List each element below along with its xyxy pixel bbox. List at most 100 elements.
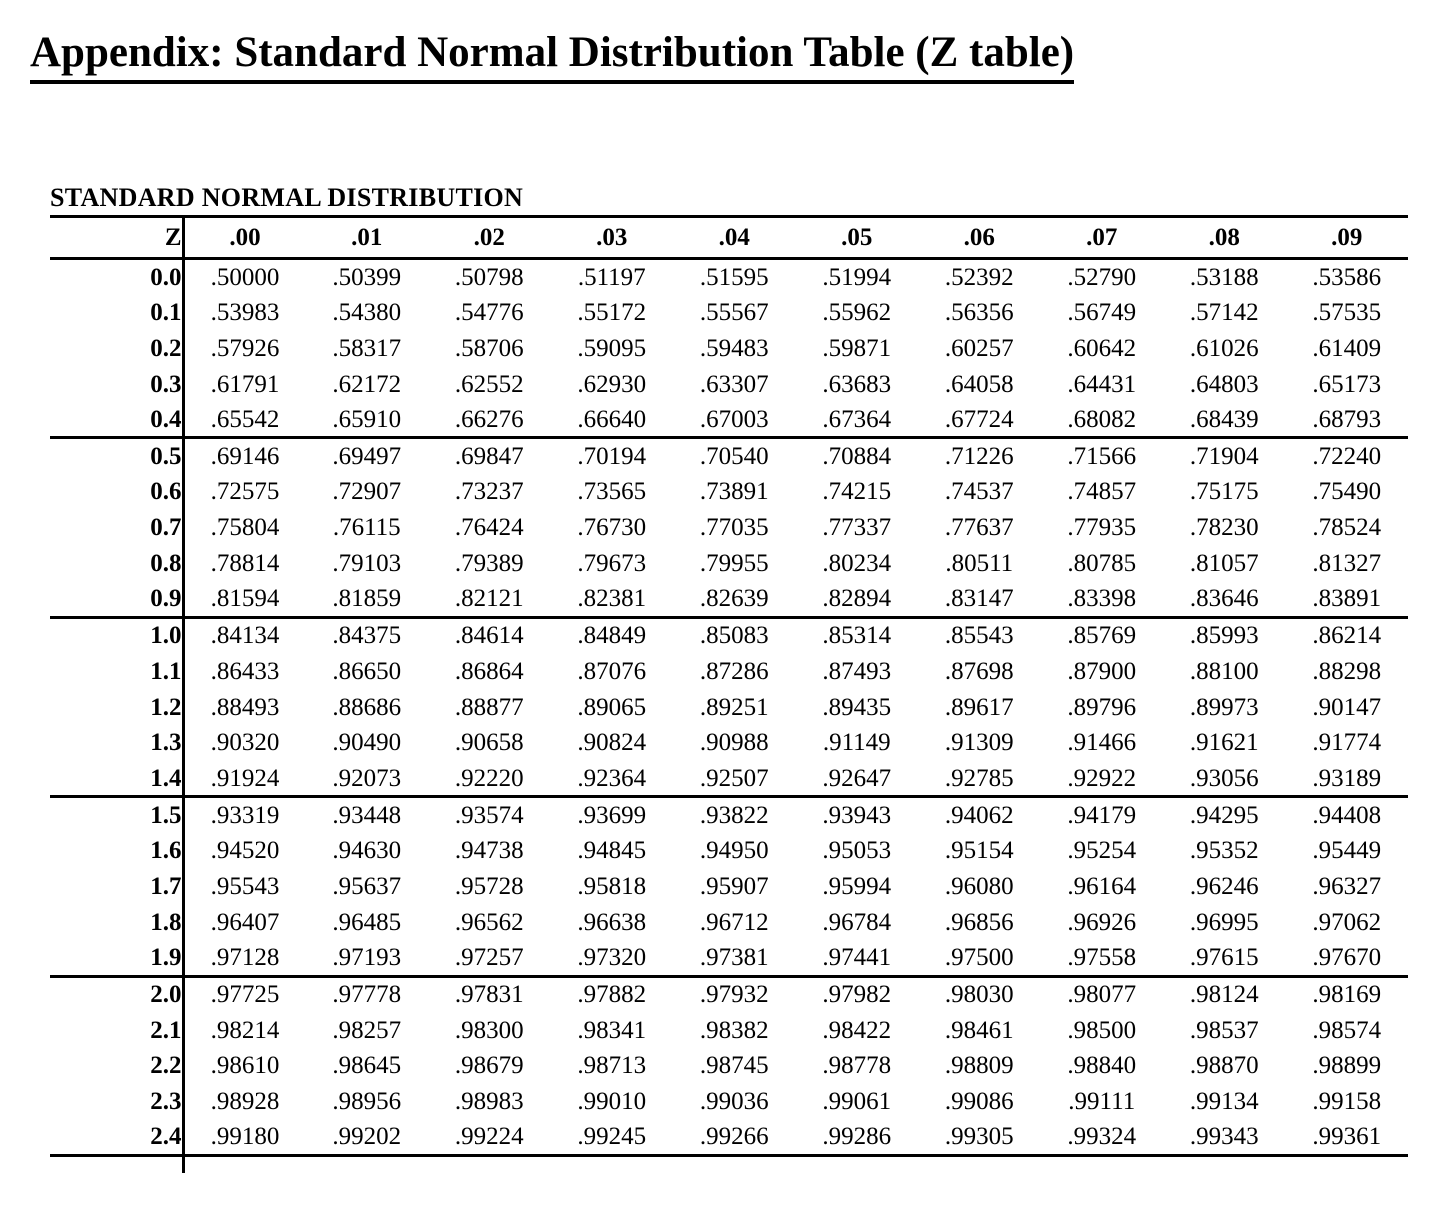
- probability-cell: .77035: [699, 514, 769, 542]
- probability-cell: .54380: [332, 298, 402, 326]
- probability-cell: .85314: [822, 622, 892, 650]
- z-value: 1.8: [50, 904, 185, 941]
- page-title-text: Appendix: Standard Normal Distribution T…: [30, 29, 1075, 84]
- probability-cell: .79389: [454, 549, 524, 577]
- probability-cell: .98778: [822, 1052, 892, 1080]
- probability-cell: .97882: [577, 981, 647, 1009]
- probability-cell: .59095: [577, 334, 647, 362]
- probability-cell: .51595: [699, 263, 769, 291]
- z-value: 2.2: [50, 1047, 185, 1084]
- probability-cell: .67003: [699, 405, 769, 433]
- probability-cell: .56749: [1067, 298, 1137, 326]
- probability-cell: .98713: [577, 1052, 647, 1080]
- table-row: 1.3 .90320 .90490 .90658 .90824 .90988 .91149.…: [50, 724, 1408, 761]
- z-value: 2.3: [50, 1083, 185, 1120]
- probability-cell: .57142: [1189, 298, 1259, 326]
- z-value: 0.8: [50, 545, 185, 582]
- probability-cell: .98537: [1189, 1016, 1259, 1044]
- probability-cell: .92364: [577, 764, 647, 792]
- probability-cell: .55962: [822, 298, 892, 326]
- probability-cell: .98610: [210, 1052, 280, 1080]
- probability-cell: .98679: [454, 1052, 524, 1080]
- probability-cell: .99180: [210, 1123, 280, 1151]
- probability-cell: .96164: [1067, 872, 1137, 900]
- probability-cell: .80234: [822, 549, 892, 577]
- table-row: 1.1 .86433 .86650 .86864 .87076 .87286 .87493.…: [50, 653, 1408, 690]
- probability-cell: .78524: [1312, 514, 1382, 542]
- probability-cell: .99010: [577, 1088, 647, 1116]
- probability-cell: .57535: [1312, 298, 1382, 326]
- probability-cell: .88298: [1312, 657, 1382, 685]
- probability-cell: .65910: [332, 405, 402, 433]
- probability-cell: .74537: [944, 478, 1014, 506]
- probability-cell: .90320: [210, 729, 280, 757]
- probability-cell: .97778: [332, 981, 402, 1009]
- probability-cell: .99245: [577, 1123, 647, 1151]
- probability-cell: .63307: [699, 370, 769, 398]
- table-row: 2.1 .98214 .98257 .98300 .98341 .98382 .98422.…: [50, 1012, 1408, 1048]
- probability-cell: .83891: [1312, 585, 1382, 613]
- probability-cell: .95994: [822, 872, 892, 900]
- table-row: 2.3 .98928 .98956 .98983 .99010 .99036 .99061.…: [50, 1083, 1408, 1120]
- probability-cell: .99111: [1068, 1088, 1136, 1116]
- column-header: .02: [473, 223, 505, 251]
- probability-cell: .98077: [1067, 981, 1137, 1009]
- page-title: Appendix: Standard Normal Distribution T…: [0, 0, 1443, 84]
- table-row: 1.6 .94520 .94630 .94738 .94845 .94950 .95053.…: [50, 832, 1408, 869]
- probability-cell: .90824: [577, 729, 647, 757]
- probability-cell: .88100: [1189, 657, 1259, 685]
- table-row: 1.8 .96407 .96485 .96562 .96638 .96712 .96784.…: [50, 904, 1408, 941]
- probability-cell: .87900: [1067, 657, 1137, 685]
- column-header: .07: [1086, 223, 1118, 251]
- probability-cell: .58317: [332, 334, 402, 362]
- probability-cell: .67724: [944, 405, 1014, 433]
- probability-cell: .59871: [822, 334, 892, 362]
- table-row: 1.0 .84134 .84375 .84614 .84849 .85083 .85314.…: [50, 617, 1408, 654]
- probability-cell: .57926: [210, 334, 280, 362]
- probability-cell: .96926: [1067, 908, 1137, 936]
- probability-cell: .74215: [822, 478, 892, 506]
- probability-cell: .82894: [822, 585, 892, 613]
- probability-cell: .91621: [1189, 729, 1259, 757]
- probability-cell: .98870: [1189, 1052, 1259, 1080]
- probability-cell: .80511: [945, 549, 1014, 577]
- probability-cell: .62552: [454, 370, 524, 398]
- probability-cell: .98030: [944, 981, 1014, 1009]
- probability-cell: .96995: [1189, 908, 1259, 936]
- probability-cell: .73565: [577, 478, 647, 506]
- probability-cell: .51994: [822, 263, 892, 291]
- probability-cell: .62930: [577, 370, 647, 398]
- table-row: 0.3 .61791 .62172 .62552 .62930 .63307 .63683.…: [50, 366, 1408, 402]
- probability-cell: .85543: [944, 622, 1014, 650]
- probability-cell: .93822: [699, 801, 769, 829]
- probability-cell: .55172: [577, 298, 647, 326]
- table-row: 0.6 .72575 .72907 .73237 .73565 .73891 .74215.…: [50, 473, 1408, 510]
- probability-cell: .65542: [210, 405, 280, 433]
- probability-cell: .99361: [1312, 1123, 1382, 1151]
- probability-cell: .90988: [699, 729, 769, 757]
- probability-cell: .82381: [577, 585, 647, 613]
- probability-cell: .98300: [454, 1016, 524, 1044]
- probability-cell: .82639: [699, 585, 769, 613]
- probability-cell: .61026: [1189, 334, 1259, 362]
- z-value: 1.5: [50, 796, 185, 833]
- probability-cell: .75804: [210, 514, 280, 542]
- probability-cell: .64803: [1189, 370, 1259, 398]
- probability-cell: .99036: [699, 1088, 769, 1116]
- probability-cell: .97831: [454, 981, 524, 1009]
- probability-cell: .90658: [454, 729, 524, 757]
- probability-cell: .56356: [944, 298, 1014, 326]
- probability-cell: .99134: [1189, 1088, 1259, 1116]
- probability-cell: .97193: [332, 944, 402, 971]
- z-value: 0.9: [50, 581, 185, 618]
- probability-cell: .91309: [944, 729, 1014, 757]
- probability-cell: .84375: [332, 622, 402, 650]
- table-row: 0.5 .69146 .69497 .69847 .70194 .70540 .70884.…: [50, 437, 1408, 474]
- probability-cell: .96712: [699, 908, 769, 936]
- probability-cell: .96485: [332, 908, 402, 936]
- tail-spacer: [183, 1156, 1408, 1173]
- probability-cell: .92073: [332, 764, 402, 792]
- probability-cell: .58706: [454, 334, 524, 362]
- table-row: 0.1 .53983 .54380 .54776 .55172 .55567 .55962.…: [50, 294, 1408, 331]
- probability-cell: .76424: [454, 514, 524, 542]
